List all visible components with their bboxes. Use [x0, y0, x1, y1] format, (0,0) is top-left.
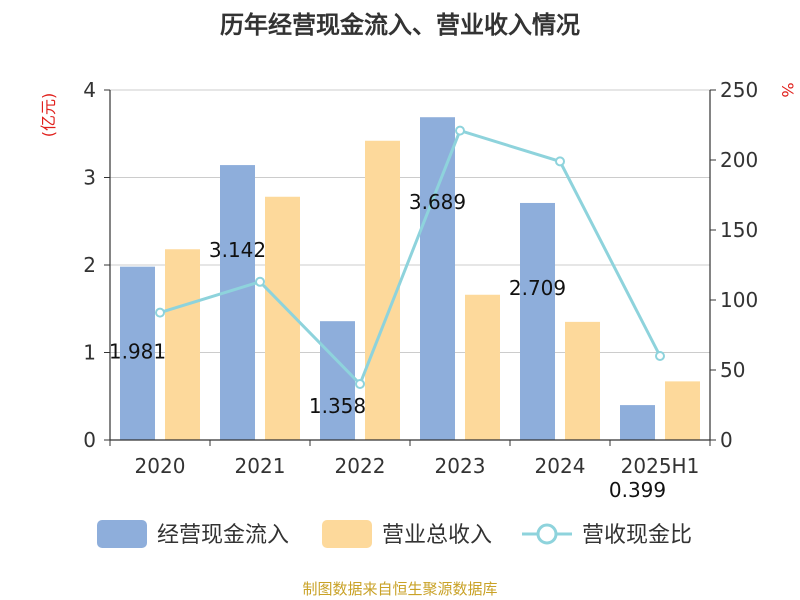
right-tick-label: 100 [720, 288, 758, 312]
legend-marker [536, 523, 558, 545]
bar-data-label: 1.981 [109, 340, 166, 364]
ratio-series-line [159, 128, 662, 387]
ratio-point [355, 379, 365, 389]
x-tick-label: 2022 [335, 454, 386, 478]
left-tick-label: 0 [83, 428, 96, 452]
bar-revenue [165, 249, 200, 440]
right-tick-label: 200 [720, 148, 758, 172]
bar-revenue [565, 321, 600, 440]
right-tick-label: 250 [720, 78, 758, 102]
bar-data-label: 3.689 [409, 190, 466, 214]
left-axis-unit: (亿元) [39, 93, 58, 138]
legend-label: 营收现金比 [582, 523, 692, 548]
axes: 0 1 2 3 4 0 50 100 150 200 250 2020 2021 2022 2023 2024… [83, 78, 758, 478]
bar-cash-inflow [320, 321, 355, 440]
bars [120, 117, 700, 441]
legend-label: 营业总收入 [382, 523, 492, 548]
bar-cash-inflow [620, 405, 655, 440]
data-labels: 1.981 3.142 1.358 3.689 2.709 0.399 [109, 190, 666, 502]
grid-lines [110, 89, 710, 353]
right-axis-unit: % [778, 82, 797, 97]
ratio-line [155, 125, 665, 389]
bar-cash-inflow [420, 117, 455, 441]
left-tick-label: 3 [83, 166, 96, 190]
bar-revenue [465, 294, 500, 440]
chart-title: 历年经营现金流入、营业收入情况 [220, 11, 580, 39]
x-tick-label: 2020 [135, 454, 186, 478]
legend: 经营现金流入 营业总收入 营收现金比 [97, 520, 692, 548]
legend-label: 经营现金流入 [157, 523, 289, 548]
x-tick-label: 2021 [235, 454, 286, 478]
x-tick-label: 2025H1 [621, 454, 700, 478]
ratio-point [655, 351, 665, 361]
source-note: 制图数据来自恒生聚源数据库 [302, 580, 497, 598]
ratio-point [155, 307, 165, 318]
right-tick-label: 50 [720, 358, 745, 382]
legend-swatch [97, 520, 147, 548]
right-tick-label: 0 [720, 428, 733, 452]
right-tick-label: 150 [720, 218, 758, 242]
bar-data-label: 2.709 [509, 276, 566, 300]
bar-cash-inflow [220, 165, 255, 440]
ratio-point [455, 125, 465, 136]
x-tick-label: 2024 [535, 454, 586, 478]
ratio-point [555, 156, 565, 167]
left-tick-label: 4 [83, 78, 96, 102]
left-tick-label: 1 [83, 341, 96, 365]
bar-data-label: 1.358 [309, 394, 366, 418]
bar-revenue [365, 140, 400, 440]
ratio-point [255, 276, 265, 287]
legend-swatch [322, 520, 372, 548]
bar-data-label: 0.399 [609, 478, 666, 502]
bar-cash-inflow [520, 202, 555, 440]
x-tick-label: 2023 [435, 454, 486, 478]
bar-revenue [665, 381, 700, 440]
bar-cash-inflow [120, 266, 155, 440]
left-tick-label: 2 [83, 253, 96, 277]
bar-data-label: 3.142 [209, 238, 266, 262]
